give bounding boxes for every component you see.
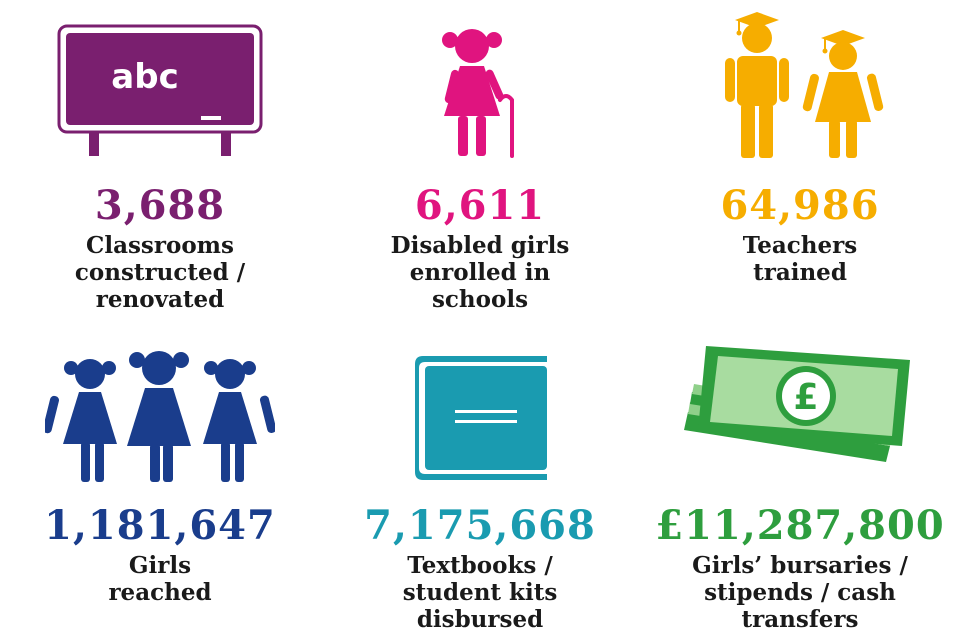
stat-label-girls-reached: Girls reached <box>0 552 320 606</box>
label-line: stipends / cash <box>704 579 896 606</box>
board-text: abc <box>111 57 178 97</box>
label-line: constructed / <box>74 259 246 286</box>
stat-label-classrooms: Classrooms constructed / renovated <box>0 232 320 313</box>
girl-with-cane-icon <box>320 28 640 160</box>
label-line: trained <box>753 259 847 286</box>
label-line: Teachers <box>742 232 858 259</box>
stat-card-girls-reached: 1,181,647 Girls reached <box>0 320 320 640</box>
chalkboard-icon: abc <box>0 22 320 160</box>
label-line: transfers <box>741 606 859 633</box>
graduates-icon <box>640 10 960 160</box>
stat-label-disabled-girls: Disabled girls enrolled in schools <box>320 232 640 313</box>
label-line: Textbooks / <box>407 552 553 579</box>
label-line: Girls <box>128 552 192 579</box>
stat-value-teachers: 64,986 <box>720 182 880 229</box>
stat-value-disabled-girls: 6,611 <box>414 182 546 229</box>
stat-card-classrooms: abc 3,688 Classrooms constructed / renov… <box>0 0 320 320</box>
label-line: disbursed <box>416 606 544 633</box>
stat-value-textbooks: 7,175,668 <box>364 502 596 549</box>
stat-label-textbooks: Textbooks / student kits disbursed <box>320 552 640 633</box>
stat-card-textbooks: 7,175,668 Textbooks / student kits disbu… <box>320 320 640 640</box>
book-icon <box>320 352 640 484</box>
stat-label-teachers: Teachers trained <box>640 232 960 286</box>
banknotes-icon: £ <box>640 342 960 472</box>
stat-card-disabled-girls: 6,611 Disabled girls enrolled in schools <box>320 0 640 320</box>
label-line: Girls’ bursaries / <box>692 552 908 579</box>
pound-symbol: £ <box>793 377 818 418</box>
three-girls-icon <box>0 350 320 484</box>
label-line: Classrooms <box>86 232 234 259</box>
label-line: enrolled in <box>409 259 551 286</box>
stat-card-teachers: 64,986 Teachers trained <box>640 0 960 320</box>
label-line: reached <box>108 579 212 606</box>
stat-label-bursaries: Girls’ bursaries / stipends / cash trans… <box>640 552 960 633</box>
label-line: renovated <box>95 286 225 313</box>
stat-value-classrooms: 3,688 <box>94 182 226 229</box>
label-line: schools <box>431 286 529 313</box>
stat-value-bursaries: £11,287,800 <box>655 502 945 549</box>
stat-value-girls-reached: 1,181,647 <box>44 502 276 549</box>
stat-card-bursaries: £ £11,287,800 Girls’ bursaries / stipend… <box>640 320 960 640</box>
label-line: student kits <box>402 579 558 606</box>
label-line: Disabled girls <box>390 232 570 259</box>
